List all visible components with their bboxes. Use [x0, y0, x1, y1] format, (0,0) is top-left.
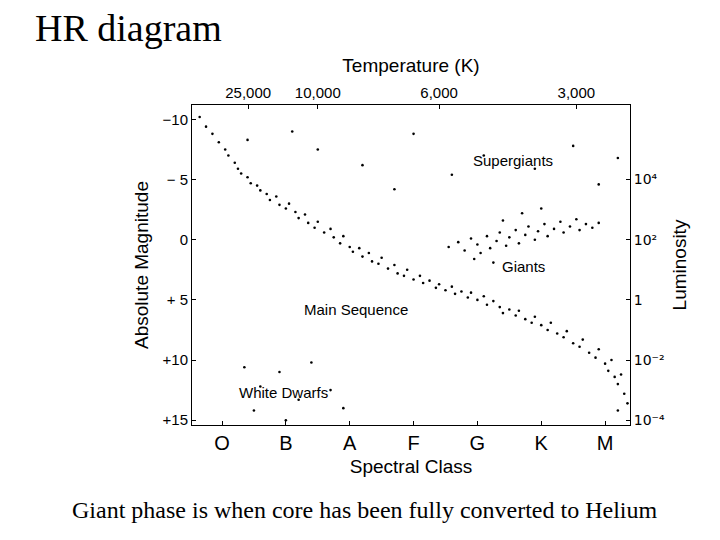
svg-text:+ 5: + 5 [167, 291, 188, 308]
svg-text:G: G [470, 432, 486, 454]
svg-text:3,000: 3,000 [558, 84, 596, 101]
svg-text:Spectral Class: Spectral Class [350, 456, 473, 477]
svg-text:A: A [343, 432, 357, 454]
svg-text:10²: 10² [634, 232, 657, 248]
svg-text:B: B [279, 432, 292, 454]
svg-text:Temperature (K): Temperature (K) [342, 55, 479, 76]
svg-text:HR diagram: HR diagram [35, 7, 222, 49]
svg-text:M: M [597, 432, 614, 454]
svg-text:Absolute Magnitude: Absolute Magnitude [131, 181, 152, 349]
svg-text:10⁻⁴: 10⁻⁴ [634, 412, 665, 428]
svg-text:10⁴: 10⁴ [634, 171, 658, 187]
svg-text:10⁻²: 10⁻² [634, 352, 665, 368]
svg-text:10,000: 10,000 [295, 84, 341, 101]
svg-text:Main Sequence: Main Sequence [304, 301, 408, 318]
svg-text:1: 1 [634, 292, 643, 308]
svg-text:−10: −10 [163, 111, 188, 128]
svg-text:+15: +15 [163, 411, 188, 428]
svg-text:Supergiants: Supergiants [473, 152, 553, 169]
svg-text:F: F [407, 432, 419, 454]
svg-text:− 5: − 5 [167, 171, 188, 188]
svg-text:Giants: Giants [502, 258, 545, 275]
svg-text:Giant phase is when core has b: Giant phase is when core has been fully … [72, 497, 657, 523]
svg-text:25,000: 25,000 [225, 84, 271, 101]
svg-text:O: O [214, 432, 230, 454]
svg-text:0: 0 [180, 231, 188, 248]
svg-text:6,000: 6,000 [420, 84, 458, 101]
svg-text:White Dwarfs: White Dwarfs [239, 384, 328, 401]
svg-text:Luminosity: Luminosity [669, 219, 690, 310]
svg-text:K: K [535, 432, 549, 454]
svg-text:+10: +10 [163, 351, 188, 368]
